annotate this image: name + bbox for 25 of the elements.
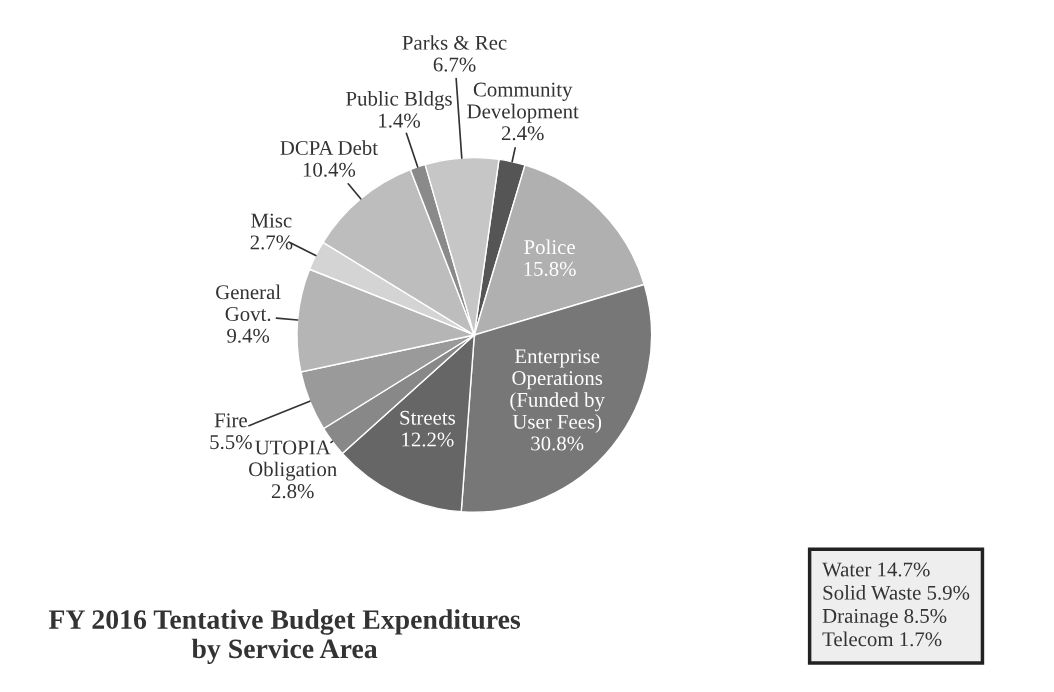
text: Water 14.7% [822, 562, 930, 577]
data-label: 2.8% [271, 484, 314, 499]
slice-label: Community Development [467, 82, 579, 123]
text: Drainage 8.5% [822, 608, 947, 628]
slice-label: Public Bldgs [346, 91, 452, 111]
slice-label: Enterprise Operations (Funded by User Fees) [510, 349, 605, 433]
data-label: 12.2% [402, 432, 454, 447]
data-label: 1.4% [379, 113, 421, 128]
text: Telecom 1.7% [822, 631, 942, 647]
slice-label: Streets [400, 410, 455, 425]
data-label: 10.4% [303, 162, 356, 177]
text: FY 2016 Tentative Budget Expenditures by Service Area [48, 609, 521, 664]
data-label: 9.4% [227, 328, 270, 343]
data-label: 15.8% [524, 261, 576, 276]
slice-label: Parks & Rec [402, 35, 507, 50]
slice-label: DCPA Debt [280, 140, 378, 155]
slice-label: General Govt. [216, 284, 281, 322]
data-label: 2.7% [250, 235, 293, 250]
data-label: 2.4% [501, 126, 544, 141]
data-label: 6.7% [433, 57, 476, 72]
slice-label: Fire [214, 413, 247, 428]
data-label: 30.8% [531, 436, 584, 451]
text: Solid Waste 5.9% [823, 585, 970, 600]
slice-label: Misc [251, 213, 292, 228]
slice-label: Police [524, 239, 575, 255]
